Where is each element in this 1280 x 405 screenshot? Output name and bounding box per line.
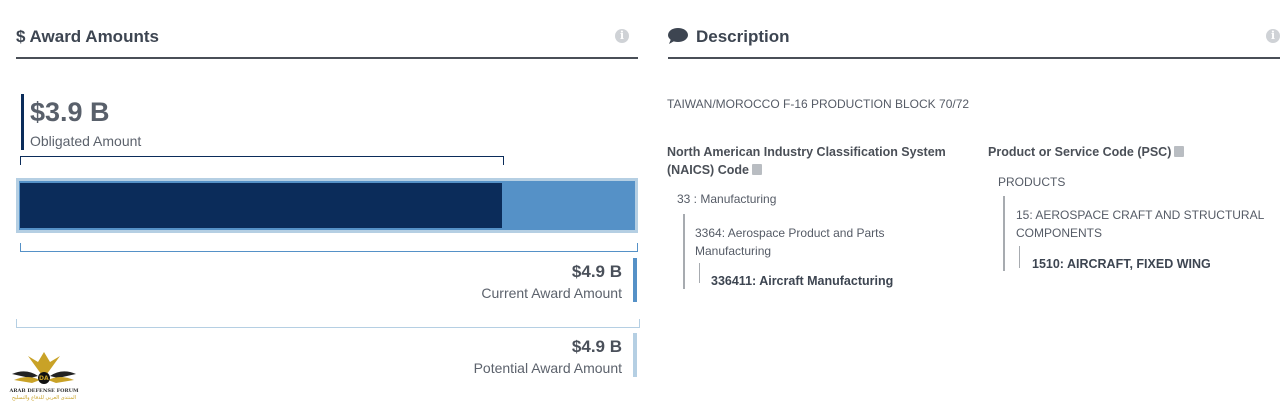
naics-level2-line2: Manufacturing	[695, 244, 772, 258]
psc-level3: 1510: AIRCRAFT, FIXED WING	[1032, 257, 1211, 271]
psc-subtree-line	[1019, 246, 1020, 268]
psc-level2: 15: AEROSPACE CRAFT AND STRUCTURAL COMPO…	[1016, 206, 1276, 242]
potential-award-value: $4.9 B	[571, 337, 622, 356]
award-amount-chart[interactable]	[16, 178, 638, 233]
logo-text-arabic: المنتدى العربي للدفاع والتسليح	[11, 395, 77, 401]
glossary-book-icon[interactable]	[1174, 146, 1185, 157]
naics-level2-line1: 3364: Aerospace Product and Parts	[695, 226, 885, 240]
award-section-divider	[16, 57, 638, 59]
psc-level1: PRODUCTS	[998, 175, 1066, 189]
current-award-indicator	[633, 258, 637, 302]
psc-header-text: Product or Service Code (PSC)	[988, 145, 1172, 159]
naics-subtree-line	[699, 263, 700, 283]
naics-header-line2: (NAICS) Code	[667, 163, 749, 177]
description-section-divider	[668, 57, 1280, 59]
obligated-amount-bar	[20, 183, 502, 228]
speech-bubble-icon	[668, 28, 688, 44]
naics-level1: 33 : Manufacturing	[677, 192, 777, 206]
logo-text-english: ARAB DEFENSE FORUM	[9, 388, 79, 394]
naics-level2: 3364: Aerospace Product and Parts Manufa…	[695, 224, 935, 260]
current-award-bracket	[20, 243, 638, 252]
info-icon[interactable]: i	[615, 29, 629, 43]
logo-badge: DA	[39, 375, 49, 382]
obligated-bracket	[20, 156, 504, 165]
obligated-amount-label: Obligated Amount	[30, 133, 142, 149]
award-amounts-title: $ Award Amounts	[16, 27, 159, 46]
glossary-book-icon[interactable]	[751, 164, 762, 175]
naics-header: North American Industry Classification S…	[667, 143, 967, 179]
current-award-label: Current Award Amount	[481, 285, 622, 301]
naics-tree-line	[683, 214, 685, 289]
current-award-bar	[19, 181, 635, 230]
potential-award-indicator	[633, 333, 637, 377]
psc-header: Product or Service Code (PSC)	[988, 143, 1185, 161]
psc-level2-line1: 15: AEROSPACE CRAFT AND STRUCTURAL	[1016, 208, 1265, 222]
naics-level3: 336411: Aircraft Manufacturing	[711, 274, 894, 288]
psc-tree-line	[1003, 196, 1005, 271]
naics-header-line1: North American Industry Classification S…	[667, 145, 946, 159]
description-title: Description	[696, 27, 790, 46]
award-description-text: TAIWAN/MOROCCO F-16 PRODUCTION BLOCK 70/…	[667, 97, 970, 111]
eagle-emblem-icon	[12, 352, 76, 384]
obligated-indicator-bar	[21, 94, 24, 150]
arab-defense-forum-logo: DA ARAB DEFENSE FORUM المنتدى العربي للد…	[8, 348, 80, 404]
current-award-value: $4.9 B	[571, 262, 622, 281]
psc-level2-line2: COMPONENTS	[1016, 226, 1103, 240]
potential-award-bracket	[16, 319, 640, 328]
obligated-amount-value: $3.9 B	[30, 97, 110, 127]
potential-award-label: Potential Award Amount	[473, 360, 622, 376]
info-icon[interactable]: i	[1266, 29, 1280, 43]
